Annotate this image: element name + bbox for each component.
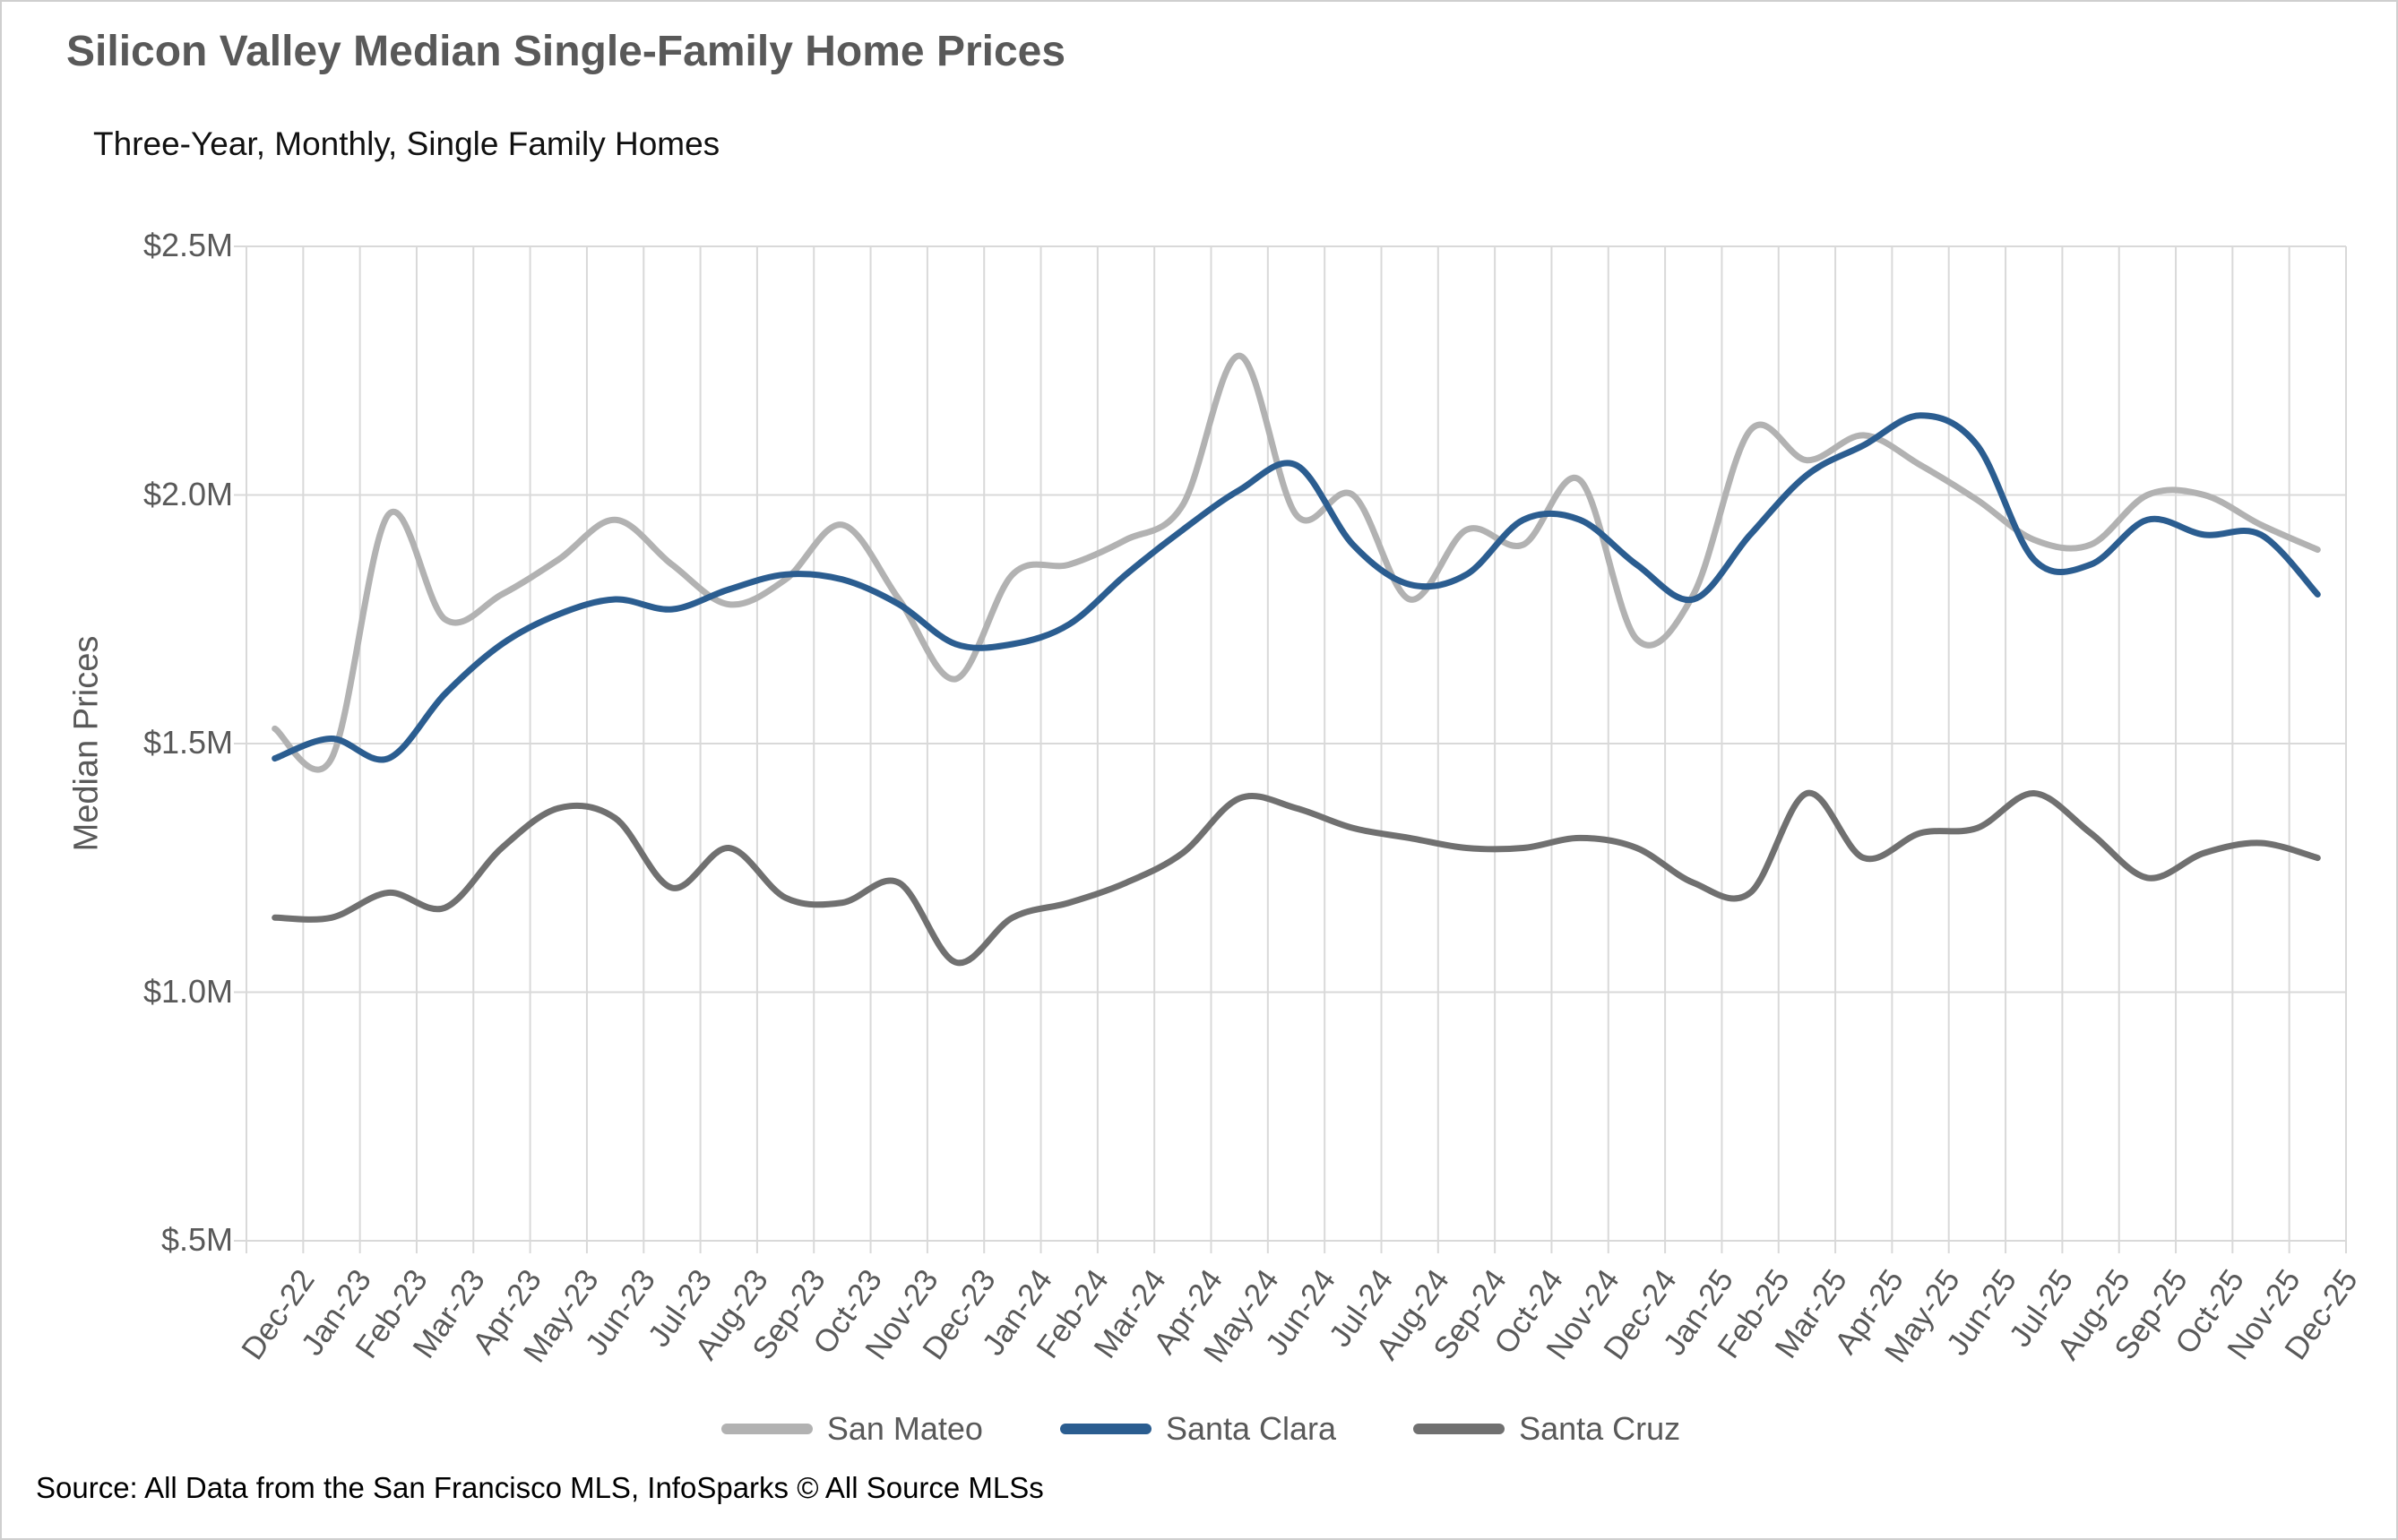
legend-swatch-icon <box>1059 1424 1152 1434</box>
source-attribution: Source: All Data from the San Francisco … <box>36 1471 1044 1504</box>
legend: San Mateo Santa Clara Santa Cruz <box>2 1410 2396 1448</box>
y-tick-label: $.5M <box>160 1221 233 1258</box>
page-title: Silicon Valley Median Single-Family Home… <box>66 28 1066 75</box>
series-line-san-mateo <box>272 352 2321 773</box>
y-tick-label: $1.5M <box>142 724 233 761</box>
legend-item-santa-cruz: Santa Cruz <box>1413 1410 1680 1448</box>
legend-swatch-icon <box>720 1424 813 1434</box>
legend-item-santa-clara: Santa Clara <box>1059 1410 1337 1448</box>
y-tick-label: $1.0M <box>142 972 233 1010</box>
chart-subtitle: Three-Year, Monthly, Single Family Homes <box>93 125 720 162</box>
legend-label: Santa Cruz <box>1519 1410 1681 1447</box>
series-line-santa-cruz <box>272 789 2321 967</box>
legend-label: San Mateo <box>826 1410 983 1447</box>
y-tick-label: $2.5M <box>142 227 233 263</box>
y-tick-label: $2.0M <box>142 475 233 512</box>
series-line-santa-clara <box>272 412 2321 763</box>
legend-item-san-mateo: San Mateo <box>720 1410 983 1448</box>
legend-swatch-icon <box>1413 1424 1505 1434</box>
legend-label: Santa Clara <box>1165 1410 1337 1447</box>
